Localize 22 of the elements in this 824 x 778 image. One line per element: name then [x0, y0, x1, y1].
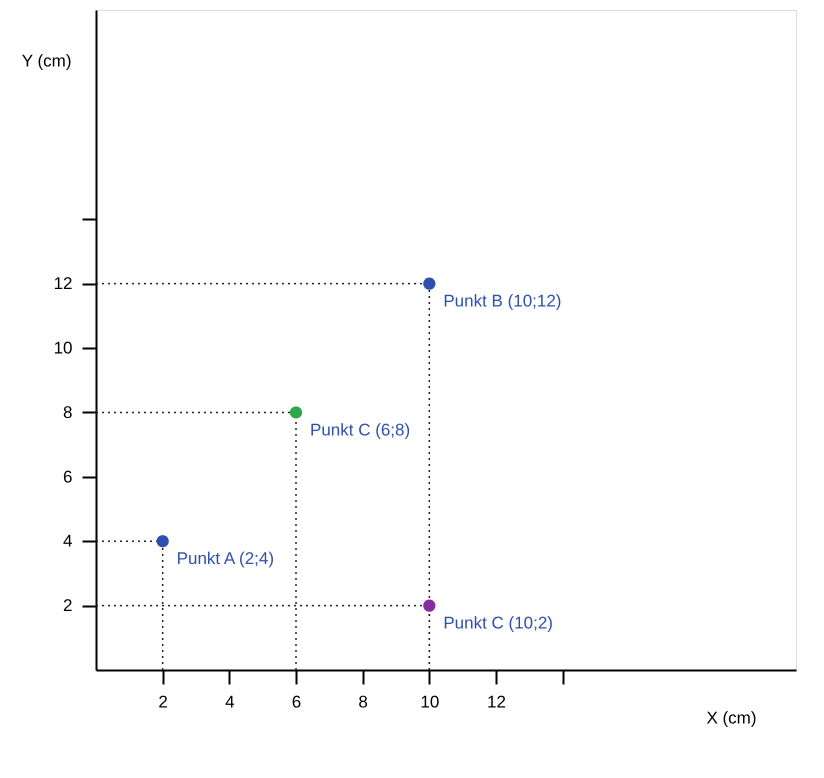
x-tick-label: 8	[358, 692, 368, 712]
y-tick-label: 6	[63, 467, 72, 486]
y-axis-title: Y (cm)	[22, 52, 72, 70]
point	[156, 535, 169, 548]
point	[423, 278, 436, 290]
annotation: Punkt B (10;12)	[443, 292, 562, 311]
x-tick-label: 2	[158, 692, 168, 712]
y-tick-label: 10	[54, 338, 72, 358]
annotation: Punkt A (2;4)	[176, 549, 274, 568]
x-tick-label: 10	[420, 692, 440, 712]
y-tick-label: 4	[63, 532, 72, 551]
x-tick-label: 6	[292, 692, 302, 712]
x-axis-title: X (cm)	[706, 708, 756, 728]
annotation: Punkt C (6;8)	[310, 420, 410, 440]
point	[290, 406, 302, 419]
point	[423, 600, 436, 612]
annotation: Punkt C (10;2)	[443, 614, 553, 633]
y-tick-label: 2	[63, 596, 72, 616]
x-tick-label: 12	[487, 692, 506, 712]
x-tick-label: 4	[225, 692, 235, 712]
y-tick-label: 8	[63, 402, 72, 422]
y-tick-label: 12	[54, 274, 72, 294]
